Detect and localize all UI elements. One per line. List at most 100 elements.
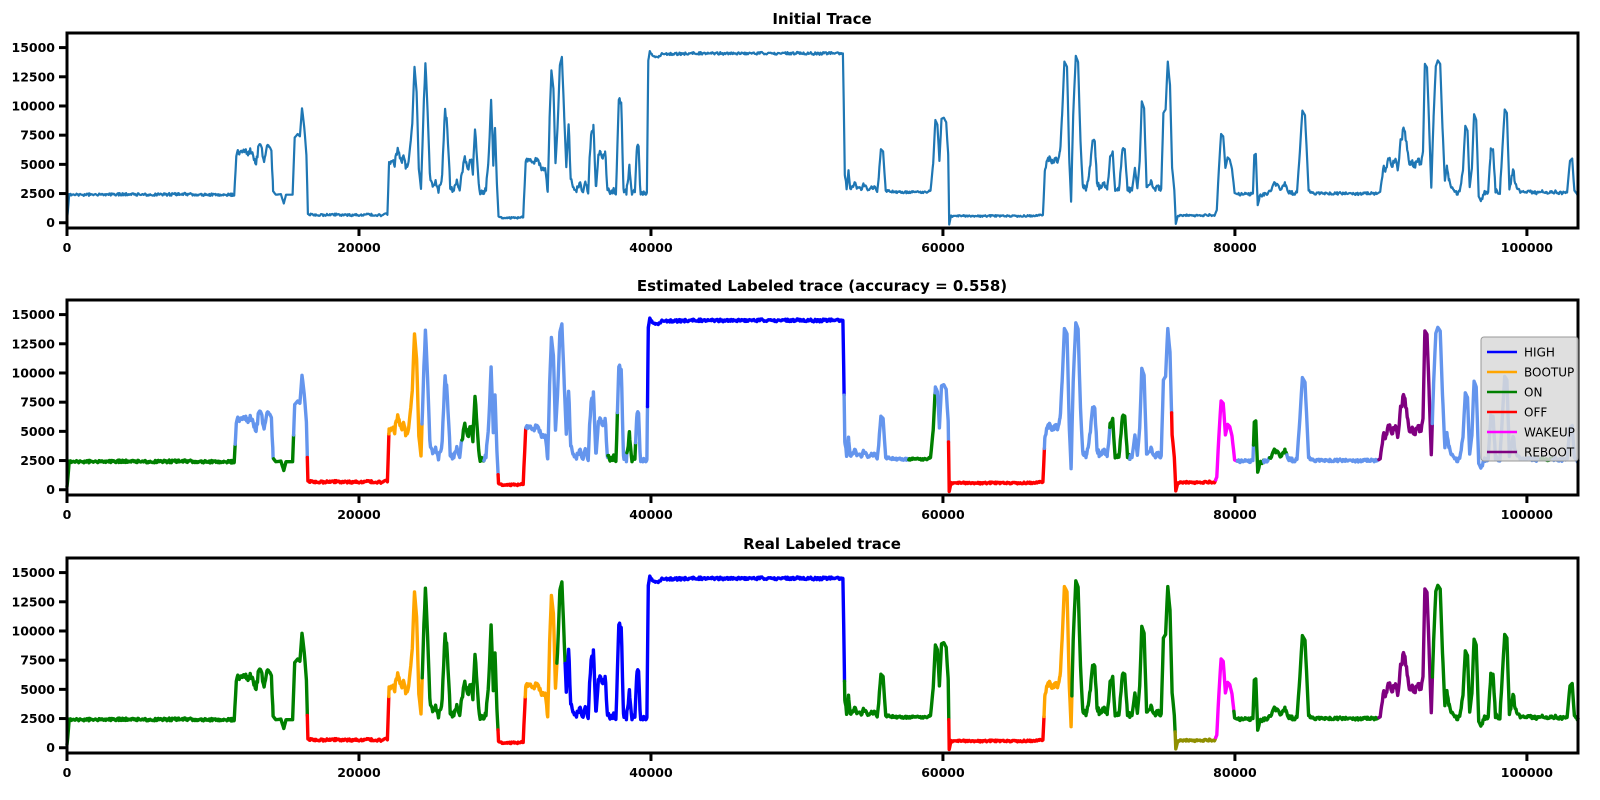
trace-segment-other — [633, 404, 650, 464]
trace-segment-high — [645, 316, 846, 409]
y-tick-label: 0 — [46, 482, 55, 497]
trace-segment-on — [555, 580, 567, 666]
trace-segment-other — [291, 373, 309, 460]
legend-entry-wakeup: WAKEUP — [1487, 426, 1575, 440]
subplot-3-axes: 0 20000 40000 60000 80000 100000 0 2500 5000 7500… — [12, 556, 1580, 780]
legend-label-bootup: BOOTUP — [1524, 366, 1574, 380]
x-tick-label: 40000 — [629, 240, 673, 255]
x-tick-label: 100000 — [1501, 240, 1553, 255]
axes-frame — [65, 31, 1580, 230]
trace-segment-other — [933, 383, 951, 444]
y-tick-label: 10000 — [12, 365, 56, 380]
x-tick-label: 0 — [63, 507, 72, 522]
trace-segment-other — [1285, 375, 1381, 464]
x-tick-label: 0 — [63, 765, 72, 780]
trace-segment-on — [271, 433, 296, 473]
legend-entry-reboot: REBOOT — [1487, 446, 1575, 460]
y-tick-label: 2500 — [20, 711, 55, 726]
trace-segment-off — [1169, 411, 1218, 493]
trace-segment-on — [460, 394, 486, 463]
legend-box — [1480, 336, 1579, 462]
trace-segment-other — [233, 409, 276, 461]
trace-segment-bootup — [387, 590, 424, 716]
legend-entry-high: HIGH — [1487, 346, 1555, 360]
trace-segment-other — [1042, 321, 1112, 471]
trace-segment-high — [563, 574, 847, 722]
trace-segment-other — [1128, 326, 1174, 461]
trace-segment-off — [496, 695, 527, 746]
x-tick-label: 60000 — [921, 765, 965, 780]
subplot-1-axes: 0 20000 40000 60000 80000 100000 0 2500 5000 7500… — [12, 31, 1580, 255]
trace-segment-olive — [1173, 730, 1218, 751]
trace-segment-reboot — [1377, 587, 1435, 720]
trace-segment-bootup — [523, 593, 559, 719]
x-tick-label: 60000 — [921, 507, 965, 522]
trace-segment-other — [524, 322, 610, 463]
trace-segment-other — [842, 393, 911, 462]
y-tick-label: 7500 — [20, 395, 55, 410]
y-tick-label: 2500 — [20, 453, 55, 468]
trace-segment-off — [496, 426, 528, 488]
trace-segment-off — [305, 694, 391, 743]
legend-label-high: HIGH — [1524, 346, 1555, 360]
y-tick-label: 5000 — [20, 424, 55, 439]
trace-segment-on — [1108, 413, 1132, 461]
trace-segment-on — [1232, 633, 1381, 732]
x-tick-label: 20000 — [337, 765, 381, 780]
legend-label-off: OFF — [1524, 406, 1547, 420]
trace-segment-on — [842, 641, 951, 722]
y-tick-label: 15000 — [12, 307, 56, 322]
trace-segment-other — [615, 363, 629, 464]
trace-segment-on — [606, 410, 620, 464]
subplot2-title: Estimated Labeled trace (accuracy = 0.55… — [636, 277, 1008, 295]
x-tick-label: 20000 — [337, 507, 381, 522]
y-tick-label: 0 — [46, 215, 55, 230]
x-tick-label: 80000 — [1213, 765, 1257, 780]
legend: HIGH BOOTUP ON OFF WAKEUP REBOOT — [1480, 336, 1579, 462]
trace-segment-on — [625, 430, 638, 464]
subplot-2-axes: 0 20000 40000 60000 80000 100000 0 2500 5000 7500… — [12, 298, 1580, 522]
trace-segment-reboot — [1377, 329, 1434, 462]
subplot3-title: Real Labeled trace — [743, 535, 901, 553]
legend-entry-on: ON — [1487, 386, 1542, 400]
trace-segment-off — [305, 432, 391, 485]
legend-label-wakeup: WAKEUP — [1524, 426, 1575, 440]
y-tick-label: 0 — [46, 740, 55, 755]
subplot1-title: Initial Trace — [772, 10, 872, 28]
x-tick-label: 100000 — [1501, 507, 1553, 522]
y-tick-label: 15000 — [12, 40, 56, 55]
trace-segment-wakeup — [1214, 399, 1239, 482]
legend-label-reboot: REBOOT — [1524, 446, 1575, 460]
legend-label-on: ON — [1524, 386, 1542, 400]
trace-segment-on — [65, 631, 309, 747]
x-tick-label: 20000 — [337, 240, 381, 255]
trace-segment-other — [482, 365, 500, 477]
legend-entry-off: OFF — [1487, 406, 1547, 420]
y-tick-label: 12500 — [12, 336, 56, 351]
trace-segment-on — [907, 391, 937, 462]
y-tick-label: 15000 — [12, 565, 56, 580]
y-tick-label: 2500 — [20, 186, 55, 201]
trace-segment-off — [947, 714, 1046, 752]
y-tick-label: 7500 — [20, 653, 55, 668]
trace-segment-bootup — [387, 332, 424, 458]
axes-frame — [65, 556, 1580, 755]
x-tick-label: 80000 — [1213, 507, 1257, 522]
x-tick-label: 100000 — [1501, 765, 1553, 780]
trace-segment-on — [65, 442, 237, 489]
y-tick-label: 5000 — [20, 682, 55, 697]
trace-segment-on — [1268, 447, 1289, 460]
y-tick-label: 10000 — [12, 623, 56, 638]
x-tick-label: 40000 — [629, 507, 673, 522]
y-tick-label: 12500 — [12, 69, 56, 84]
x-tick-label: 40000 — [629, 765, 673, 780]
y-tick-label: 7500 — [20, 128, 55, 143]
y-tick-label: 10000 — [12, 98, 56, 113]
trace-segment-off — [946, 440, 1047, 494]
y-tick-label: 12500 — [12, 594, 56, 609]
x-tick-label: 80000 — [1213, 240, 1257, 255]
y-tick-label: 5000 — [20, 157, 55, 172]
trace-segment-on — [1251, 419, 1266, 474]
